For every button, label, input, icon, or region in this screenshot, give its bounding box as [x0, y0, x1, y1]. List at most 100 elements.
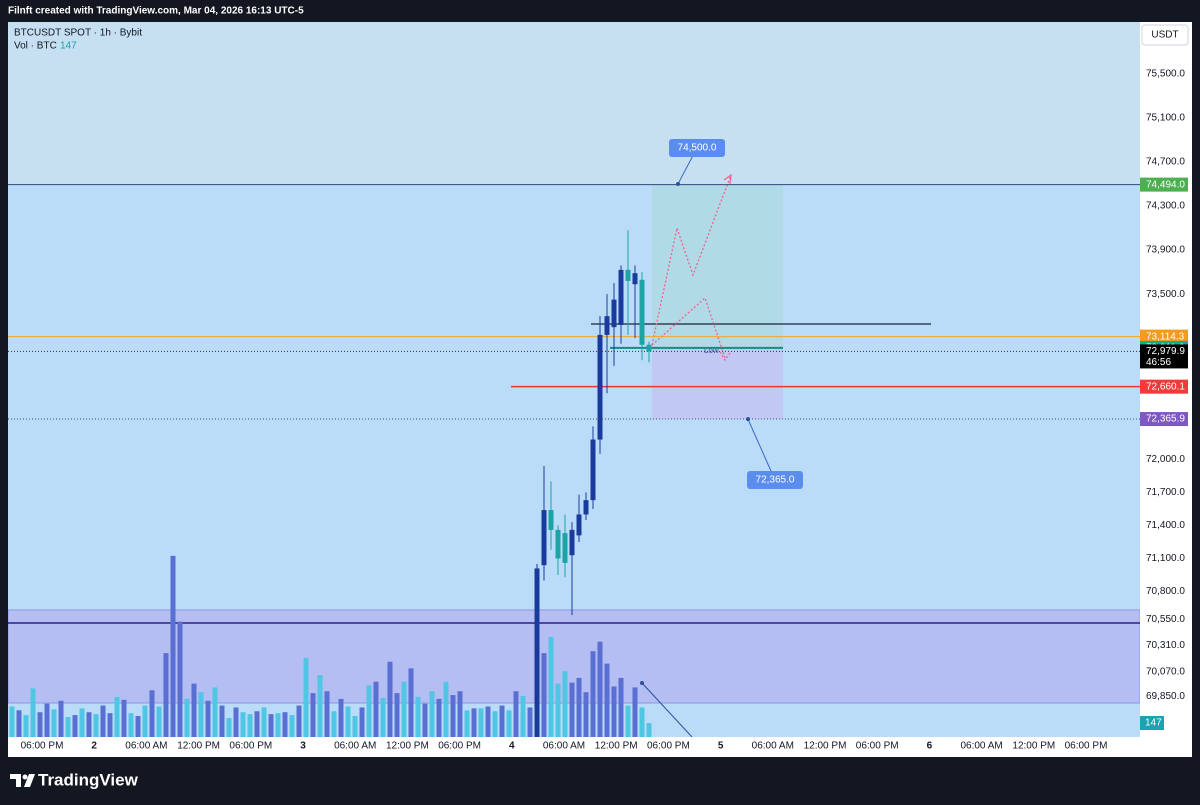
- volume-bar: [422, 703, 428, 737]
- volume-connector: [641, 682, 693, 737]
- x-tick-label: 12:00 PM: [804, 741, 847, 752]
- x-tick-label: 06:00 AM: [960, 741, 1002, 752]
- candle-body: [583, 500, 589, 515]
- volume-bar: [191, 683, 197, 737]
- header: Filnft created with TradingView.com, Mar…: [8, 6, 304, 17]
- volume-bar: [401, 681, 407, 737]
- volume-bar: [492, 711, 498, 737]
- volume-bar: [72, 715, 78, 737]
- currency: USDT: [1151, 30, 1178, 41]
- volume-bar: [275, 713, 281, 737]
- volume-bar: [135, 716, 141, 737]
- volume-bar: [618, 677, 624, 737]
- volume-bar: [170, 555, 176, 737]
- volume-bar: [443, 681, 449, 737]
- price-tag: [1140, 329, 1188, 344]
- volume-bar: [562, 671, 568, 737]
- candle-body: [597, 334, 603, 440]
- volume-bar: [450, 695, 456, 737]
- x-tick-label: 12:00 PM: [595, 741, 638, 752]
- projection: [651, 296, 731, 362]
- time-axis: [8, 737, 1192, 757]
- volume-bar: [142, 705, 148, 737]
- arrow-head: [723, 173, 732, 185]
- volume-bar: [604, 663, 610, 737]
- volume-bar: [114, 696, 120, 737]
- volume-bar: [646, 722, 652, 737]
- plot: Low 74,500.0 72,365.0: [8, 22, 1140, 737]
- price-axis: [1140, 22, 1192, 737]
- volume-value: 147: [60, 41, 77, 52]
- volume-bar: [569, 682, 575, 737]
- volume-bar: [86, 712, 92, 737]
- x-tick-label: 06:00 PM: [229, 741, 272, 752]
- annotation-point: [746, 417, 750, 422]
- y-tick-label: 71,700.0: [1146, 487, 1185, 498]
- y-tick-label: 73,900.0: [1146, 245, 1185, 256]
- y-tick-label: 75,100.0: [1146, 112, 1185, 123]
- volume-bar: [331, 711, 337, 737]
- volume-bar: [639, 707, 645, 737]
- volume-bar: [576, 677, 582, 737]
- volume-bar: [625, 705, 631, 737]
- upper-region: [8, 22, 1140, 185]
- currency-box[interactable]: [1141, 24, 1189, 46]
- brand: TradingView: [38, 770, 139, 789]
- volume-bar: [436, 698, 442, 737]
- volume-bar: [30, 688, 36, 737]
- volume-bar: [555, 683, 561, 737]
- x-tick-label: 06:00 AM: [334, 741, 376, 752]
- volume-bar: [541, 653, 547, 737]
- annotation-box: [747, 471, 803, 489]
- y-tick-label: 70,070.0: [1146, 667, 1185, 678]
- volume-bar: [282, 712, 288, 737]
- price-tag: [1140, 412, 1188, 427]
- volume-bar: [100, 705, 106, 737]
- y-tick-label: 71,100.0: [1146, 553, 1185, 564]
- x-tick-label: 3: [300, 741, 306, 752]
- volume-bar: [254, 711, 260, 737]
- volume-bar: [44, 703, 50, 737]
- candle-body: [569, 529, 575, 556]
- x-tick-label: 06:00 AM: [752, 741, 794, 752]
- candle-body: [611, 299, 617, 328]
- price-tag-label: 74,494.0: [1146, 179, 1185, 190]
- y-tick-label: 71,400.0: [1146, 520, 1185, 531]
- price-tag-label: 72,365.9: [1146, 414, 1185, 425]
- volume-bar: [261, 707, 267, 737]
- candle-body: [590, 439, 596, 501]
- candle-body: [639, 279, 645, 345]
- volume-bar: [156, 706, 162, 737]
- y-tick-label: 72,000.0: [1146, 454, 1185, 465]
- volume-bar: [485, 706, 491, 737]
- volume-bar: [23, 715, 29, 737]
- projection: [651, 174, 732, 346]
- volume-bar: [177, 621, 183, 737]
- annotation-label: 74,500.0: [678, 143, 717, 154]
- annotation-point: [676, 181, 680, 186]
- y-tick-label: 70,800.0: [1146, 586, 1185, 597]
- volume-bar: [93, 714, 99, 737]
- volume-bar: [303, 657, 309, 737]
- price-tag: [1140, 177, 1188, 192]
- volume-bar: [310, 693, 316, 737]
- annotation-label: 72,365.0: [756, 475, 795, 486]
- volume-bar: [338, 698, 344, 737]
- volume-bar: [37, 712, 43, 737]
- volume-bar: [219, 705, 225, 737]
- volume-tag-label: 147: [1145, 718, 1162, 729]
- volume-bar: [380, 697, 386, 737]
- volume-bar: [506, 710, 512, 737]
- volume-bar: [499, 705, 505, 737]
- x-tick-label: 06:00 PM: [1065, 741, 1108, 752]
- volume-title: Vol · BTC: [14, 41, 57, 52]
- logo: [10, 774, 35, 787]
- volume-point: [640, 681, 644, 685]
- candle-body: [604, 316, 610, 335]
- volume-bar: [359, 707, 365, 737]
- volume-bar: [317, 675, 323, 737]
- candle-body: [632, 273, 638, 285]
- volume-bar: [121, 699, 127, 737]
